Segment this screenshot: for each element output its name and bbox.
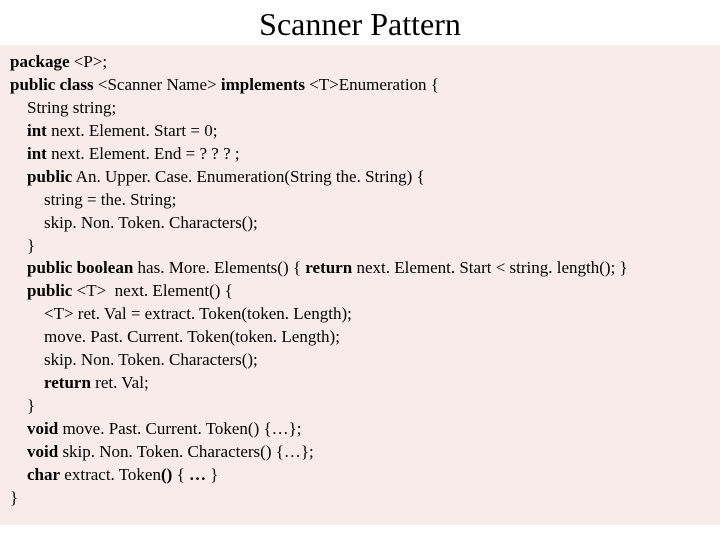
- code-token: public boolean: [27, 258, 133, 277]
- code-token: [10, 442, 27, 461]
- code-token: ret. Val;: [91, 373, 149, 392]
- code-line: }: [10, 235, 710, 258]
- code-line: void move. Past. Current. Token() {…};: [10, 418, 710, 441]
- code-token: <Scanner Name>: [98, 75, 221, 94]
- code-token: has. More. Elements() {: [133, 258, 305, 277]
- code-token: return: [305, 258, 352, 277]
- code-token: {: [172, 465, 184, 484]
- code-line: public An. Upper. Case. Enumeration(Stri…: [10, 166, 710, 189]
- code-block: package <P>;public class <Scanner Name> …: [0, 45, 720, 525]
- code-token: [10, 373, 44, 392]
- code-token: [10, 144, 27, 163]
- code-line: public <T> next. Element() {: [10, 280, 710, 303]
- code-token: (): [161, 465, 172, 484]
- code-token: skip. Non. Token. Characters();: [10, 213, 258, 232]
- code-token: public: [27, 281, 72, 300]
- code-line: move. Past. Current. Token(token. Length…: [10, 326, 710, 349]
- code-token: char: [27, 465, 60, 484]
- code-token: void: [27, 419, 58, 438]
- code-token: next. Element. End = ? ? ? ;: [47, 144, 240, 163]
- code-token: <T>Enumeration {: [309, 75, 439, 94]
- code-line: package <P>;: [10, 51, 710, 74]
- code-token: move. Past. Current. Token() {…};: [58, 419, 301, 438]
- code-token: return: [44, 373, 91, 392]
- code-token: skip. Non. Token. Characters() {…};: [58, 442, 314, 461]
- code-token: }: [10, 488, 18, 507]
- code-line: public boolean has. More. Elements() { r…: [10, 257, 710, 280]
- code-token: An. Upper. Case. Enumeration(String the.…: [72, 167, 424, 186]
- code-token: next. Element. Start < string. length();…: [352, 258, 628, 277]
- code-line: string = the. String;: [10, 189, 710, 212]
- code-token: move. Past. Current. Token(token. Length…: [10, 327, 340, 346]
- code-token: String string;: [10, 98, 116, 117]
- code-token: [10, 465, 27, 484]
- code-line: <T> ret. Val = extract. Token(token. Len…: [10, 303, 710, 326]
- code-line: return ret. Val;: [10, 372, 710, 395]
- code-line: int next. Element. End = ? ? ? ;: [10, 143, 710, 166]
- code-token: implements: [221, 75, 309, 94]
- code-token: void: [27, 442, 58, 461]
- code-token: skip. Non. Token. Characters();: [10, 350, 258, 369]
- code-token: [10, 281, 27, 300]
- code-token: int: [27, 121, 47, 140]
- code-token: <P>;: [70, 52, 108, 71]
- code-line: }: [10, 395, 710, 418]
- code-line: void skip. Non. Token. Characters() {…};: [10, 441, 710, 464]
- code-token: [10, 419, 27, 438]
- code-line: }: [10, 487, 710, 510]
- code-line: skip. Non. Token. Characters();: [10, 212, 710, 235]
- code-token: [10, 258, 27, 277]
- code-token: int: [27, 144, 47, 163]
- code-line: skip. Non. Token. Characters();: [10, 349, 710, 372]
- code-token: }: [10, 396, 35, 415]
- code-token: package: [10, 52, 70, 71]
- code-token: public: [27, 167, 72, 186]
- code-line: String string;: [10, 97, 710, 120]
- code-token: <T> next. Element() {: [72, 281, 232, 300]
- code-token: [10, 167, 27, 186]
- code-line: int next. Element. Start = 0;: [10, 120, 710, 143]
- code-token: next. Element. Start = 0;: [47, 121, 218, 140]
- code-token: extract. Token: [60, 465, 161, 484]
- code-token: }: [10, 236, 35, 255]
- code-token: …: [185, 465, 206, 484]
- code-line: public class <Scanner Name> implements <…: [10, 74, 710, 97]
- code-token: <T> ret. Val = extract. Token(token. Len…: [10, 304, 352, 323]
- code-token: string = the. String;: [10, 190, 176, 209]
- code-line: char extract. Token() { … }: [10, 464, 710, 487]
- slide-title: Scanner Pattern: [0, 0, 720, 45]
- code-token: }: [206, 465, 218, 484]
- code-token: [10, 121, 27, 140]
- code-token: public class: [10, 75, 98, 94]
